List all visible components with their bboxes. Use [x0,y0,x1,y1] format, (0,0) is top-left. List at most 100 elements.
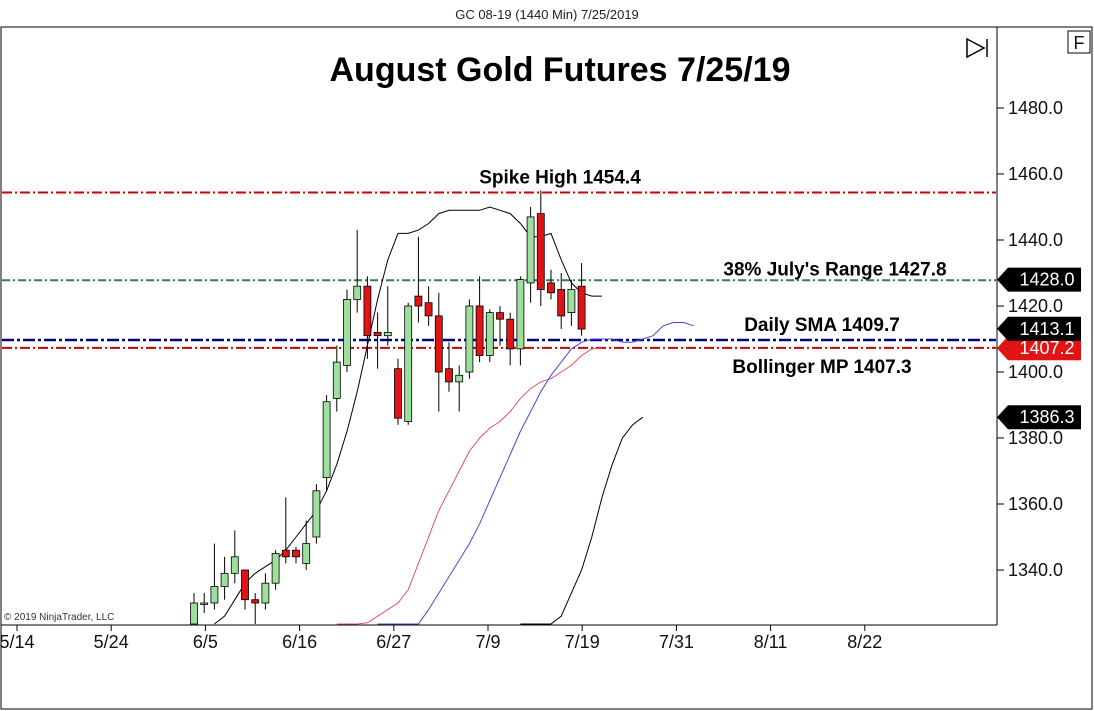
candle-body [190,602,198,625]
level-label-3: Bollinger MP 1407.3 [732,357,911,378]
candle [567,279,576,326]
x-tick-label: 7/9 [475,632,500,652]
candle [414,236,423,323]
candle-body [496,312,504,320]
price-tag-label: 1428.0 [1019,270,1074,290]
price-tags: 1407.2 1428.0 1413.1 1386.3 [997,267,1081,430]
chart-frame [0,26,1093,710]
sma-line [377,322,694,625]
candle-body [302,543,311,564]
candle [455,365,464,412]
price-tag: 1428.0 [997,267,1081,292]
bollinger-middle-line [336,347,603,625]
candle [557,273,566,330]
price-tag: 1386.3 [997,405,1081,430]
candle [485,309,494,363]
y-tick-label: 1360.0 [1008,494,1063,514]
candle-body [567,289,576,314]
candle-body [281,549,290,558]
price-tag-label: 1386.3 [1019,407,1074,427]
candle [271,550,280,590]
candle [363,276,372,359]
candle-body [312,490,321,538]
candles [190,190,586,625]
chart-header: GC 08-19 (1440 Min) 7/25/2019 [455,7,639,22]
candle-body [516,279,525,350]
x-tick-label: 6/5 [193,632,218,652]
x-tick-label: 7/31 [659,632,694,652]
candle-body [526,216,535,284]
candle-body [577,285,586,330]
candle [220,556,229,600]
price-tag-shape [997,405,1081,430]
candle [547,269,555,300]
x-tick-label: 8/22 [847,632,882,652]
candle [261,573,270,610]
copyright-text: © 2019 NinjaTrader, LLC [4,612,114,623]
candle-body [445,368,453,383]
candle [241,569,249,610]
candle [343,289,351,372]
candle [445,342,453,392]
candle-body [200,602,209,605]
candle-body [424,302,433,317]
candle-body [485,312,494,356]
price-tag: 1413.1 [997,316,1081,341]
candle [292,546,300,564]
candle-body [322,401,331,479]
candle-body [373,331,382,337]
level-annotations: Spike High 1454.4 38% July's Range 1427.8… [479,167,946,377]
candle [536,190,545,306]
candle [190,593,198,625]
x-tick-label: 6/16 [282,632,317,652]
candle-body [547,282,555,294]
candle [516,276,525,366]
candle [210,543,219,610]
candle [496,306,504,346]
price-tag-label: 1407.2 [1019,338,1074,358]
x-tick-label: 8/11 [754,632,788,652]
candle-body [383,331,392,337]
x-tick-label: 7/19 [565,632,600,652]
candle-body [536,213,545,290]
y-tick-label: 1480.0 [1008,98,1063,118]
price-tag: 1407.2 [997,336,1081,361]
y-tick-label: 1440.0 [1008,230,1063,250]
candle-body [404,305,413,422]
candle [200,593,209,613]
candle [577,263,586,336]
time-axis-ticks: 5/14 5/24 6/5 6/16 6/27 7/9 7/19 7/31 8/11 8/22 [0,625,882,652]
price-axis-ticks: 1340.0 1360.0 1380.0 1400.0 1420.0 1440.0 1460… [997,98,1063,580]
level-label-0: Spike High 1454.4 [479,167,641,188]
candle-body [271,553,280,584]
candle-body [475,305,484,356]
level-label-1: 38% July's Range 1427.8 [723,259,946,280]
f-button[interactable]: F [1067,30,1091,54]
candle-body [363,285,372,337]
candle-body [292,549,300,558]
candle [251,593,260,624]
bollinger-lower-line [520,416,644,625]
candle-body [332,361,341,399]
candle [332,345,341,412]
candle-body [557,289,566,317]
price-tag-shape [997,336,1081,361]
candle-body [465,305,474,373]
scroll-to-end-icon[interactable] [966,37,988,59]
candle-body [353,285,362,300]
price-tag-shape [997,267,1081,292]
y-tick-label: 1420.0 [1008,296,1063,316]
x-tick-label: 5/14 [0,632,35,652]
horizontal-levels [2,191,996,349]
candle-body [220,572,229,587]
candle-body [455,374,464,383]
indicator-lines [214,206,694,625]
candle-body [343,298,351,366]
candle-body [414,295,423,307]
candle [404,302,413,425]
y-tick-label: 1460.0 [1008,164,1063,184]
candle [230,530,239,584]
candle-body [210,586,219,604]
candle-body [230,556,239,574]
